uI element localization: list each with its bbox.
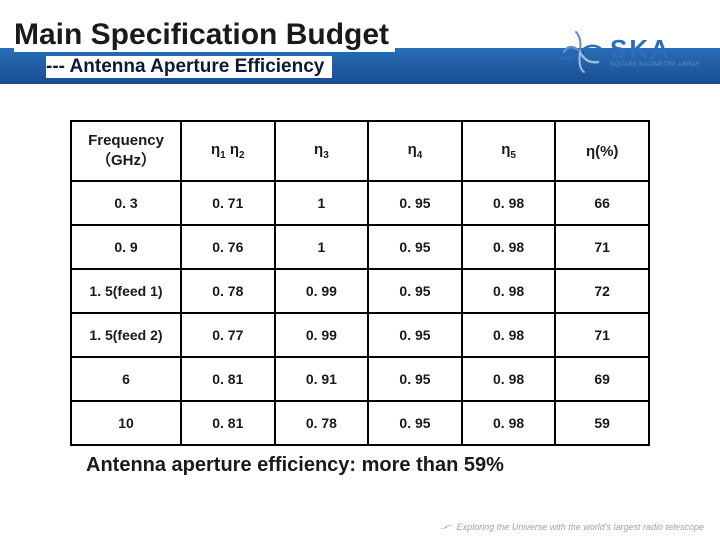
efficiency-table: Frequency（GHz）η1 η2η3η4η5η(%) 0. 30. 711…: [70, 120, 650, 446]
logo-text-sub: SQUARE KILOMETRE ARRAY: [610, 62, 700, 68]
table-header-cell: η5: [462, 121, 556, 181]
efficiency-table-wrap: Frequency（GHz）η1 η2η3η4η5η(%) 0. 30. 711…: [70, 120, 650, 446]
table-row: 100. 810. 780. 950. 9859: [71, 401, 649, 445]
table-header-cell: η(%): [555, 121, 649, 181]
table-header-cell: Frequency（GHz）: [71, 121, 181, 181]
table-cell: 1: [275, 181, 369, 225]
footer: Exploring the Universe with the world's …: [439, 520, 704, 534]
table-header-cell: η1 η2: [181, 121, 275, 181]
table-cell: 0. 81: [181, 401, 275, 445]
table-header-cell: η3: [275, 121, 369, 181]
table-row: 1. 5(feed 1)0. 780. 990. 950. 9872: [71, 269, 649, 313]
logo-text-main: SKA: [610, 36, 700, 62]
table-cell: 0. 95: [368, 313, 462, 357]
table-cell: 0. 99: [275, 269, 369, 313]
table-cell: 0. 77: [181, 313, 275, 357]
table-row: 60. 810. 910. 950. 9869: [71, 357, 649, 401]
table-cell: 0. 98: [462, 401, 556, 445]
table-cell: 0. 98: [462, 181, 556, 225]
table-cell: 71: [555, 313, 649, 357]
footer-text: Exploring the Universe with the world's …: [457, 522, 704, 532]
table-cell: 0. 91: [275, 357, 369, 401]
table-row: 0. 30. 7110. 950. 9866: [71, 181, 649, 225]
table-row: 1. 5(feed 2)0. 770. 990. 950. 9871: [71, 313, 649, 357]
caption-text: Antenna aperture efficiency: more than 5…: [86, 454, 504, 477]
page-title: Main Specification Budget: [14, 18, 395, 52]
table-cell: 0. 3: [71, 181, 181, 225]
table-cell: 59: [555, 401, 649, 445]
table-cell: 6: [71, 357, 181, 401]
ska-swirl-icon: [556, 28, 604, 76]
table-cell: 0. 81: [181, 357, 275, 401]
table-header-cell: η4: [368, 121, 462, 181]
table-cell: 0. 95: [368, 401, 462, 445]
table-cell: 1. 5(feed 1): [71, 269, 181, 313]
table-cell: 0. 98: [462, 225, 556, 269]
ska-logo: SKA SQUARE KILOMETRE ARRAY: [556, 22, 706, 82]
table-cell: 0. 98: [462, 269, 556, 313]
page-subtitle: --- Antenna Aperture Efficiency: [46, 56, 332, 78]
table-cell: 71: [555, 225, 649, 269]
table-cell: 1. 5(feed 2): [71, 313, 181, 357]
table-body: 0. 30. 7110. 950. 98660. 90. 7610. 950. …: [71, 181, 649, 445]
table-cell: 10: [71, 401, 181, 445]
footer-swirl-icon: [439, 520, 453, 534]
table-cell: 0. 98: [462, 357, 556, 401]
table-cell: 0. 95: [368, 225, 462, 269]
table-cell: 0. 9: [71, 225, 181, 269]
table-cell: 1: [275, 225, 369, 269]
table-cell: 0. 76: [181, 225, 275, 269]
table-cell: 0. 95: [368, 181, 462, 225]
table-cell: 0. 95: [368, 269, 462, 313]
table-cell: 69: [555, 357, 649, 401]
table-cell: 72: [555, 269, 649, 313]
table-cell: 0. 78: [181, 269, 275, 313]
table-cell: 0. 99: [275, 313, 369, 357]
table-cell: 0. 71: [181, 181, 275, 225]
table-row: 0. 90. 7610. 950. 9871: [71, 225, 649, 269]
table-cell: 0. 78: [275, 401, 369, 445]
table-cell: 66: [555, 181, 649, 225]
table-header-row: Frequency（GHz）η1 η2η3η4η5η(%): [71, 121, 649, 181]
table-cell: 0. 98: [462, 313, 556, 357]
table-cell: 0. 95: [368, 357, 462, 401]
